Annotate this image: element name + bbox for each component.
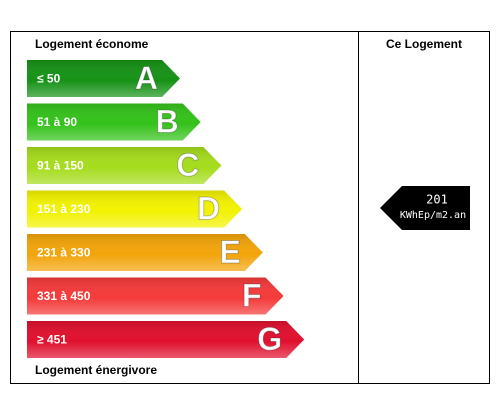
class-letter: C [176,147,199,183]
class-bar-shade [27,190,243,228]
class-bar-shade [27,147,222,184]
class-range: ≤ 50 [37,72,61,86]
class-bars: ≤ 50 A 51 à 90 B 91 à 150 C 151 à 230 D 231 à 33… [27,59,305,358]
class-letter: A [135,60,158,96]
class-bar-shade [27,277,284,315]
current-unit: KWhEp/m2.an [400,210,466,221]
class-bar-shade [27,60,180,97]
class-range: 231 à 330 [37,246,91,260]
class-letter: E [219,234,240,270]
footer-title: Logement énergivore [35,363,157,377]
frame [10,31,490,384]
class-bar-shade [27,234,263,271]
current-indicator: 201 KWhEp/m2.an [380,186,470,230]
class-range: ≥ 451 [37,333,67,347]
current-arrow [380,186,470,230]
class-bar-shade [27,103,201,141]
left-title: Logement économe [35,37,149,51]
class-range: 51 à 90 [37,115,77,129]
class-letter: F [242,277,262,313]
current-value: 201 [426,193,448,207]
class-letter: B [156,103,179,139]
class-range: 331 à 450 [37,289,91,303]
class-letter: D [197,190,220,226]
class-range: 151 à 230 [37,202,91,216]
class-letter: G [257,321,282,357]
class-range: 91 à 150 [37,159,84,173]
right-title: Ce Logement [386,37,462,51]
class-bar-shade [27,321,305,358]
